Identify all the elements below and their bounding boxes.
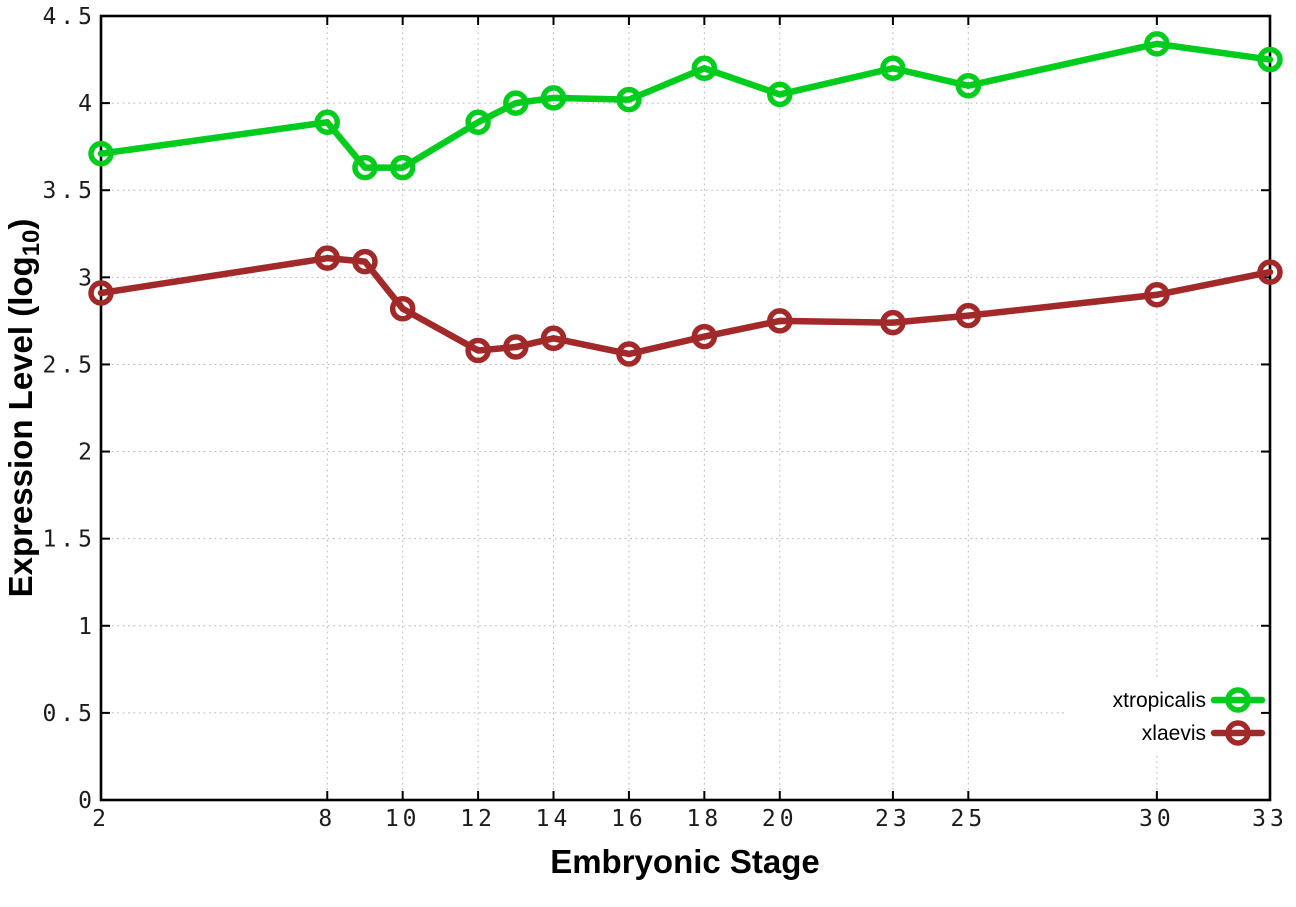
point-xtropicalis-25 xyxy=(955,72,982,99)
plot-border xyxy=(99,14,1272,802)
y-tick-label-1.5: 1.5 xyxy=(42,527,96,553)
y-axis-title: Expression Level (log10) xyxy=(2,219,45,598)
series-line-xlaevis xyxy=(97,254,1274,358)
point-xtropicalis-16 xyxy=(616,86,642,113)
series-line-xtropicalis xyxy=(97,40,1274,171)
tick-labels: 2 8 10 12 14 16 18 20 23 25 30 33 0 0.5 1 1.5 2 2.5 3 3.5 4 4… xyxy=(42,4,1288,832)
x-tick-label-12: 12 xyxy=(460,806,496,832)
point-xlaevis-13 xyxy=(503,334,529,360)
point-xlaevis-10 xyxy=(389,295,416,322)
point-xlaevis-18 xyxy=(691,323,718,350)
point-xtropicalis-2 xyxy=(88,140,114,167)
point-xlaevis-33 xyxy=(1257,259,1283,285)
y-tick-label-2: 2 xyxy=(78,440,96,466)
point-xlaevis-16 xyxy=(616,341,642,367)
legend-label-xlaevis: xlaevis xyxy=(1142,722,1206,745)
point-xlaevis-9 xyxy=(352,248,378,275)
axes-and-ticks xyxy=(99,14,1272,802)
legend-marker-xtropicalis xyxy=(1225,687,1251,713)
x-tick-label-33: 33 xyxy=(1252,806,1288,832)
y-tick-label-4.5: 4.5 xyxy=(42,4,96,30)
y-tick-label-4: 4 xyxy=(78,91,96,117)
point-xlaevis-30 xyxy=(1144,282,1170,308)
point-xlaevis-20 xyxy=(767,308,793,334)
point-xtropicalis-8 xyxy=(314,109,341,136)
point-xlaevis-8 xyxy=(314,245,341,271)
point-xtropicalis-9 xyxy=(352,154,378,181)
point-xtropicalis-20 xyxy=(767,81,793,108)
y-tick-label-2.5: 2.5 xyxy=(42,352,96,378)
x-tick-label-2: 2 xyxy=(92,806,110,832)
y-tick-label-0.5: 0.5 xyxy=(42,701,96,727)
data-series xyxy=(88,31,1283,367)
x-tick-label-8: 8 xyxy=(318,806,336,832)
x-tick-label-20: 20 xyxy=(762,806,798,832)
point-xtropicalis-12 xyxy=(465,109,491,136)
x-tick-label-25: 25 xyxy=(950,806,986,832)
point-xtropicalis-13 xyxy=(503,90,529,116)
point-xtropicalis-18 xyxy=(691,55,718,82)
point-xlaevis-14 xyxy=(540,325,567,352)
point-xlaevis-2 xyxy=(88,280,114,306)
point-xlaevis-12 xyxy=(465,337,491,364)
legend: xtropicalis xlaevis xyxy=(1113,687,1266,746)
y-tick-label-3: 3 xyxy=(78,265,96,291)
y-axis-title-subscript: 10 xyxy=(18,230,45,257)
x-tick-label-16: 16 xyxy=(611,806,647,832)
y-axis-title-end: ) xyxy=(2,219,39,230)
point-xtropicalis-23 xyxy=(880,55,906,82)
x-tick-label-18: 18 xyxy=(687,806,723,832)
x-axis-title: Embryonic Stage xyxy=(550,843,820,880)
point-xtropicalis-14 xyxy=(540,85,567,111)
point-xlaevis-23 xyxy=(880,309,906,336)
legend-marker-xlaevis xyxy=(1225,720,1251,746)
y-tick-label-0: 0 xyxy=(78,788,96,814)
x-tick-label-30: 30 xyxy=(1139,806,1175,832)
legend-label-xtropicalis: xtropicalis xyxy=(1113,689,1206,712)
point-xtropicalis-33 xyxy=(1257,46,1283,73)
y-axis-title-main: Expression Level (log xyxy=(2,256,39,597)
x-tick-label-14: 14 xyxy=(536,806,572,832)
point-xtropicalis-30 xyxy=(1144,31,1170,57)
point-xtropicalis-10 xyxy=(389,154,416,181)
x-tick-label-10: 10 xyxy=(385,806,421,832)
y-tick-label-1: 1 xyxy=(78,614,96,640)
y-tick-label-3.5: 3.5 xyxy=(42,178,96,204)
x-tick-label-23: 23 xyxy=(875,806,911,832)
point-xlaevis-25 xyxy=(955,302,982,329)
